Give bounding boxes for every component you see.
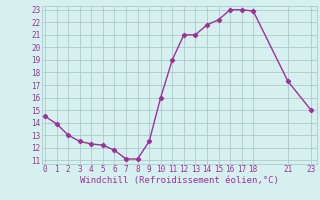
X-axis label: Windchill (Refroidissement éolien,°C): Windchill (Refroidissement éolien,°C) — [80, 176, 279, 185]
